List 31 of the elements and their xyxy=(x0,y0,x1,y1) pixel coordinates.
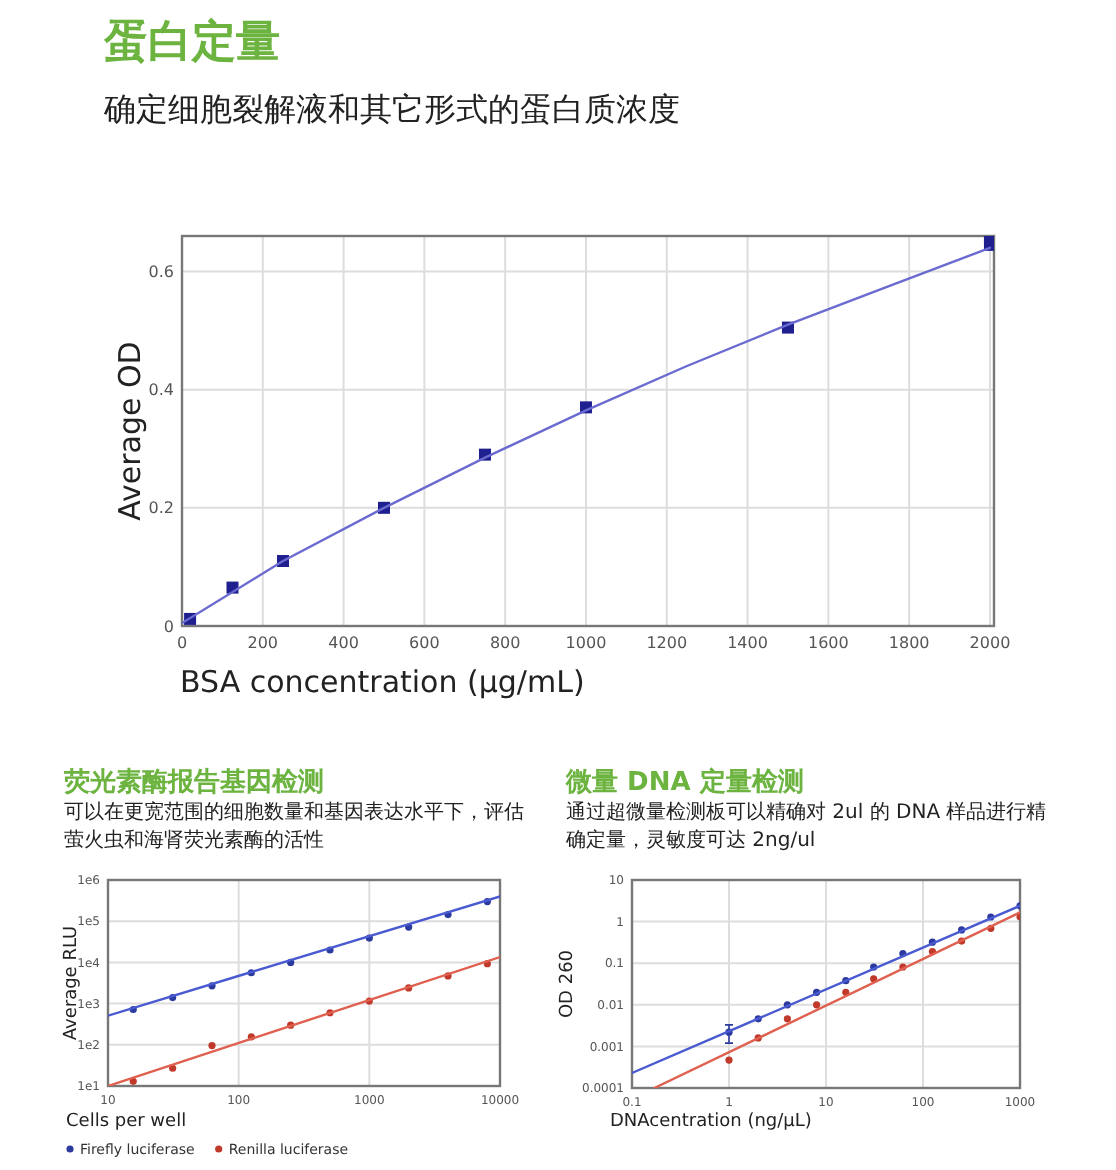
chart-title: 荧光素酶报告基因检测 xyxy=(64,765,324,800)
chart-subtitle: 通过超微量检测板可以精确对 2ul 的 DNA 样品进行精确定量，灵敏度可达 2ng/ul xyxy=(566,800,1049,854)
y-axis-title: Average OD xyxy=(112,341,148,521)
x-tick-label: 1200 xyxy=(646,634,688,652)
x-tick-label: 200 xyxy=(247,634,279,652)
point xyxy=(208,1041,216,1050)
chart-title: 蛋白定量 xyxy=(104,15,280,72)
x-axis-title: BSA concentration (µg/mL) xyxy=(180,664,585,700)
y-tick-label: 0 xyxy=(163,617,174,636)
y-axis-title: OD 260 xyxy=(558,949,578,1019)
point xyxy=(725,1056,733,1064)
x-axis-title: Cells per well xyxy=(66,1112,187,1132)
y-tick-label: 0.4 xyxy=(148,381,174,400)
chart-title: 微量 DNA 定量检测 xyxy=(566,765,804,800)
x-axis-title: DNAcentration (ng/µL) xyxy=(610,1112,812,1132)
x-tick-label: 2000 xyxy=(969,634,1011,652)
y-tick-label: 0.2 xyxy=(148,499,174,518)
chart-subtitle: 确定细胞裂解液和其它形式的蛋白质浓度 xyxy=(104,88,682,132)
y-tick-label: 0.6 xyxy=(148,263,174,282)
x-tick-label: 400 xyxy=(328,634,359,652)
x-tick-label: 600 xyxy=(409,634,440,652)
chart-subtitle: 可以在更宽范围的细胞数量和基因表达水平下，评估萤火虫和海肾荧光素酶的活性 xyxy=(64,800,524,854)
x-tick-label: 1400 xyxy=(727,634,768,652)
point xyxy=(783,1015,791,1023)
x-tick-label: 0 xyxy=(176,634,188,652)
point xyxy=(983,236,994,245)
point xyxy=(813,1001,821,1009)
x-tick-label: 1600 xyxy=(808,634,849,652)
x-tick-label: 800 xyxy=(489,634,521,652)
x-tick-label: 1000 xyxy=(565,634,607,652)
x-tick-label: 1800 xyxy=(888,634,930,652)
